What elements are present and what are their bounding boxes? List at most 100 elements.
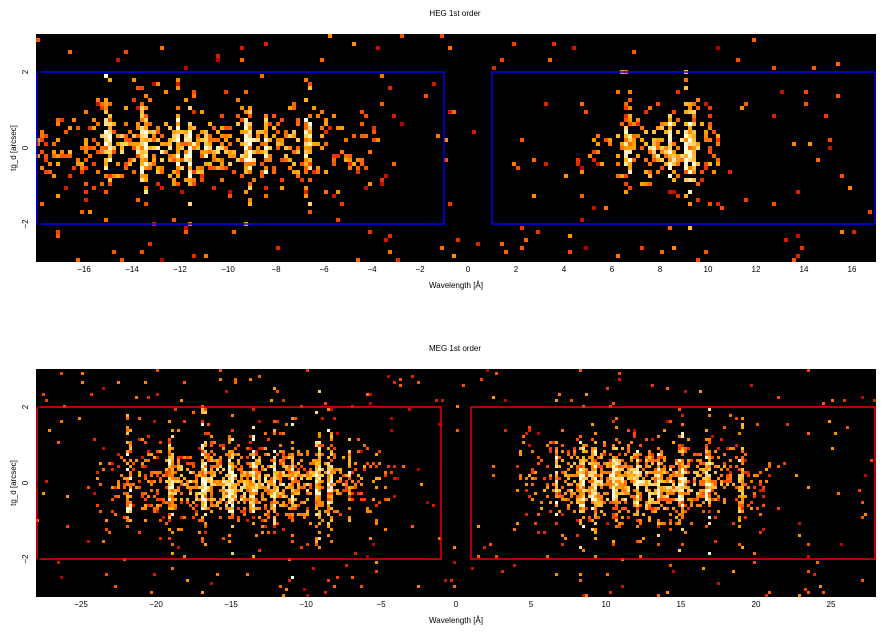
meg-count-pixel	[645, 459, 648, 462]
meg-count-pixel	[648, 504, 651, 507]
meg-count-pixel	[654, 483, 657, 486]
meg-count-pixel	[582, 444, 585, 447]
heg-count-pixel	[708, 162, 712, 166]
meg-count-pixel	[195, 474, 198, 477]
meg-count-pixel	[678, 468, 681, 471]
heg-count-pixel	[340, 150, 344, 154]
heg-count-pixel	[112, 130, 116, 134]
meg-count-pixel	[117, 480, 120, 483]
meg-count-pixel	[150, 591, 153, 594]
heg-count-pixel	[616, 254, 620, 258]
heg-count-pixel	[592, 138, 596, 142]
meg-count-pixel	[330, 540, 333, 543]
meg-count-pixel	[636, 486, 639, 489]
meg-count-pixel	[240, 495, 243, 498]
meg-count-pixel	[279, 480, 282, 483]
heg-count-pixel	[632, 50, 636, 54]
meg-count-pixel	[165, 501, 168, 504]
meg-count-pixel	[807, 369, 810, 372]
heg-count-pixel	[248, 170, 252, 174]
meg-count-pixel	[657, 483, 660, 486]
meg-count-pixel	[81, 372, 84, 375]
heg-count-pixel	[304, 78, 308, 82]
heg-count-pixel	[108, 182, 112, 186]
meg-count-pixel	[171, 456, 174, 459]
meg-count-pixel	[252, 435, 255, 438]
meg-count-pixel	[519, 477, 522, 480]
heg-count-pixel	[244, 134, 248, 138]
meg-count-pixel	[741, 417, 744, 420]
meg-count-pixel	[129, 489, 132, 492]
meg-count-pixel	[267, 513, 270, 516]
meg-count-pixel	[591, 483, 594, 486]
heg-count-pixel	[212, 166, 216, 170]
heg-count-pixel	[252, 158, 256, 162]
meg-count-pixel	[129, 450, 132, 453]
meg-count-pixel	[255, 501, 258, 504]
meg-count-pixel	[588, 474, 591, 477]
meg-count-pixel	[315, 498, 318, 501]
heg-count-pixel	[668, 158, 672, 162]
meg-count-pixel	[300, 513, 303, 516]
meg-count-pixel	[309, 486, 312, 489]
heg-count-pixel	[656, 170, 660, 174]
meg-count-pixel	[747, 486, 750, 489]
meg-count-pixel	[279, 450, 282, 453]
meg-count-pixel	[594, 471, 597, 474]
meg-count-pixel	[291, 468, 294, 471]
heg-count-pixel	[440, 34, 444, 38]
meg-count-pixel	[690, 459, 693, 462]
heg-count-pixel	[392, 114, 396, 118]
heg-count-pixel	[80, 170, 84, 174]
meg-count-pixel	[297, 450, 300, 453]
heg-count-pixel	[352, 162, 356, 166]
heg-count-pixel	[648, 106, 652, 110]
meg-count-pixel	[201, 483, 204, 486]
meg-count-pixel	[567, 498, 570, 501]
meg-count-pixel	[219, 456, 222, 459]
meg-count-pixel	[201, 477, 204, 480]
meg-count-pixel	[102, 468, 105, 471]
heg-count-pixel	[608, 138, 612, 142]
meg-count-pixel	[726, 447, 729, 450]
heg-count-pixel	[144, 174, 148, 178]
meg-count-pixel	[174, 471, 177, 474]
meg-count-pixel	[204, 495, 207, 498]
heg-count-pixel	[156, 130, 160, 134]
meg-count-pixel	[159, 471, 162, 474]
meg-count-pixel	[273, 462, 276, 465]
meg-count-pixel	[168, 513, 171, 516]
meg-count-pixel	[612, 471, 615, 474]
heg-count-pixel	[680, 138, 684, 142]
meg-count-pixel	[252, 468, 255, 471]
meg-count-pixel	[108, 531, 111, 534]
heg-count-pixel	[188, 166, 192, 170]
heg-count-pixel	[648, 174, 652, 178]
meg-count-pixel	[747, 474, 750, 477]
meg-count-pixel	[807, 486, 810, 489]
meg-count-pixel	[201, 444, 204, 447]
heg-count-pixel	[688, 138, 692, 142]
meg-count-pixel	[105, 519, 108, 522]
meg-count-pixel	[648, 480, 651, 483]
meg-count-pixel	[348, 453, 351, 456]
heg-count-pixel	[796, 254, 800, 258]
meg-count-pixel	[627, 510, 630, 513]
meg-count-pixel	[309, 474, 312, 477]
meg-count-pixel	[291, 492, 294, 495]
meg-count-pixel	[231, 504, 234, 507]
meg-count-pixel	[645, 462, 648, 465]
heg-count-pixel	[676, 158, 680, 162]
meg-x-tick-label: 15	[677, 600, 686, 609]
meg-count-pixel	[759, 480, 762, 483]
meg-count-pixel	[327, 579, 330, 582]
meg-count-pixel	[636, 519, 639, 522]
meg-count-pixel	[360, 483, 363, 486]
meg-count-pixel	[159, 537, 162, 540]
meg-count-pixel	[201, 498, 204, 501]
meg-count-pixel	[816, 561, 819, 564]
meg-count-pixel	[162, 498, 165, 501]
meg-count-pixel	[579, 447, 582, 450]
heg-count-pixel	[256, 134, 260, 138]
meg-count-pixel	[294, 477, 297, 480]
